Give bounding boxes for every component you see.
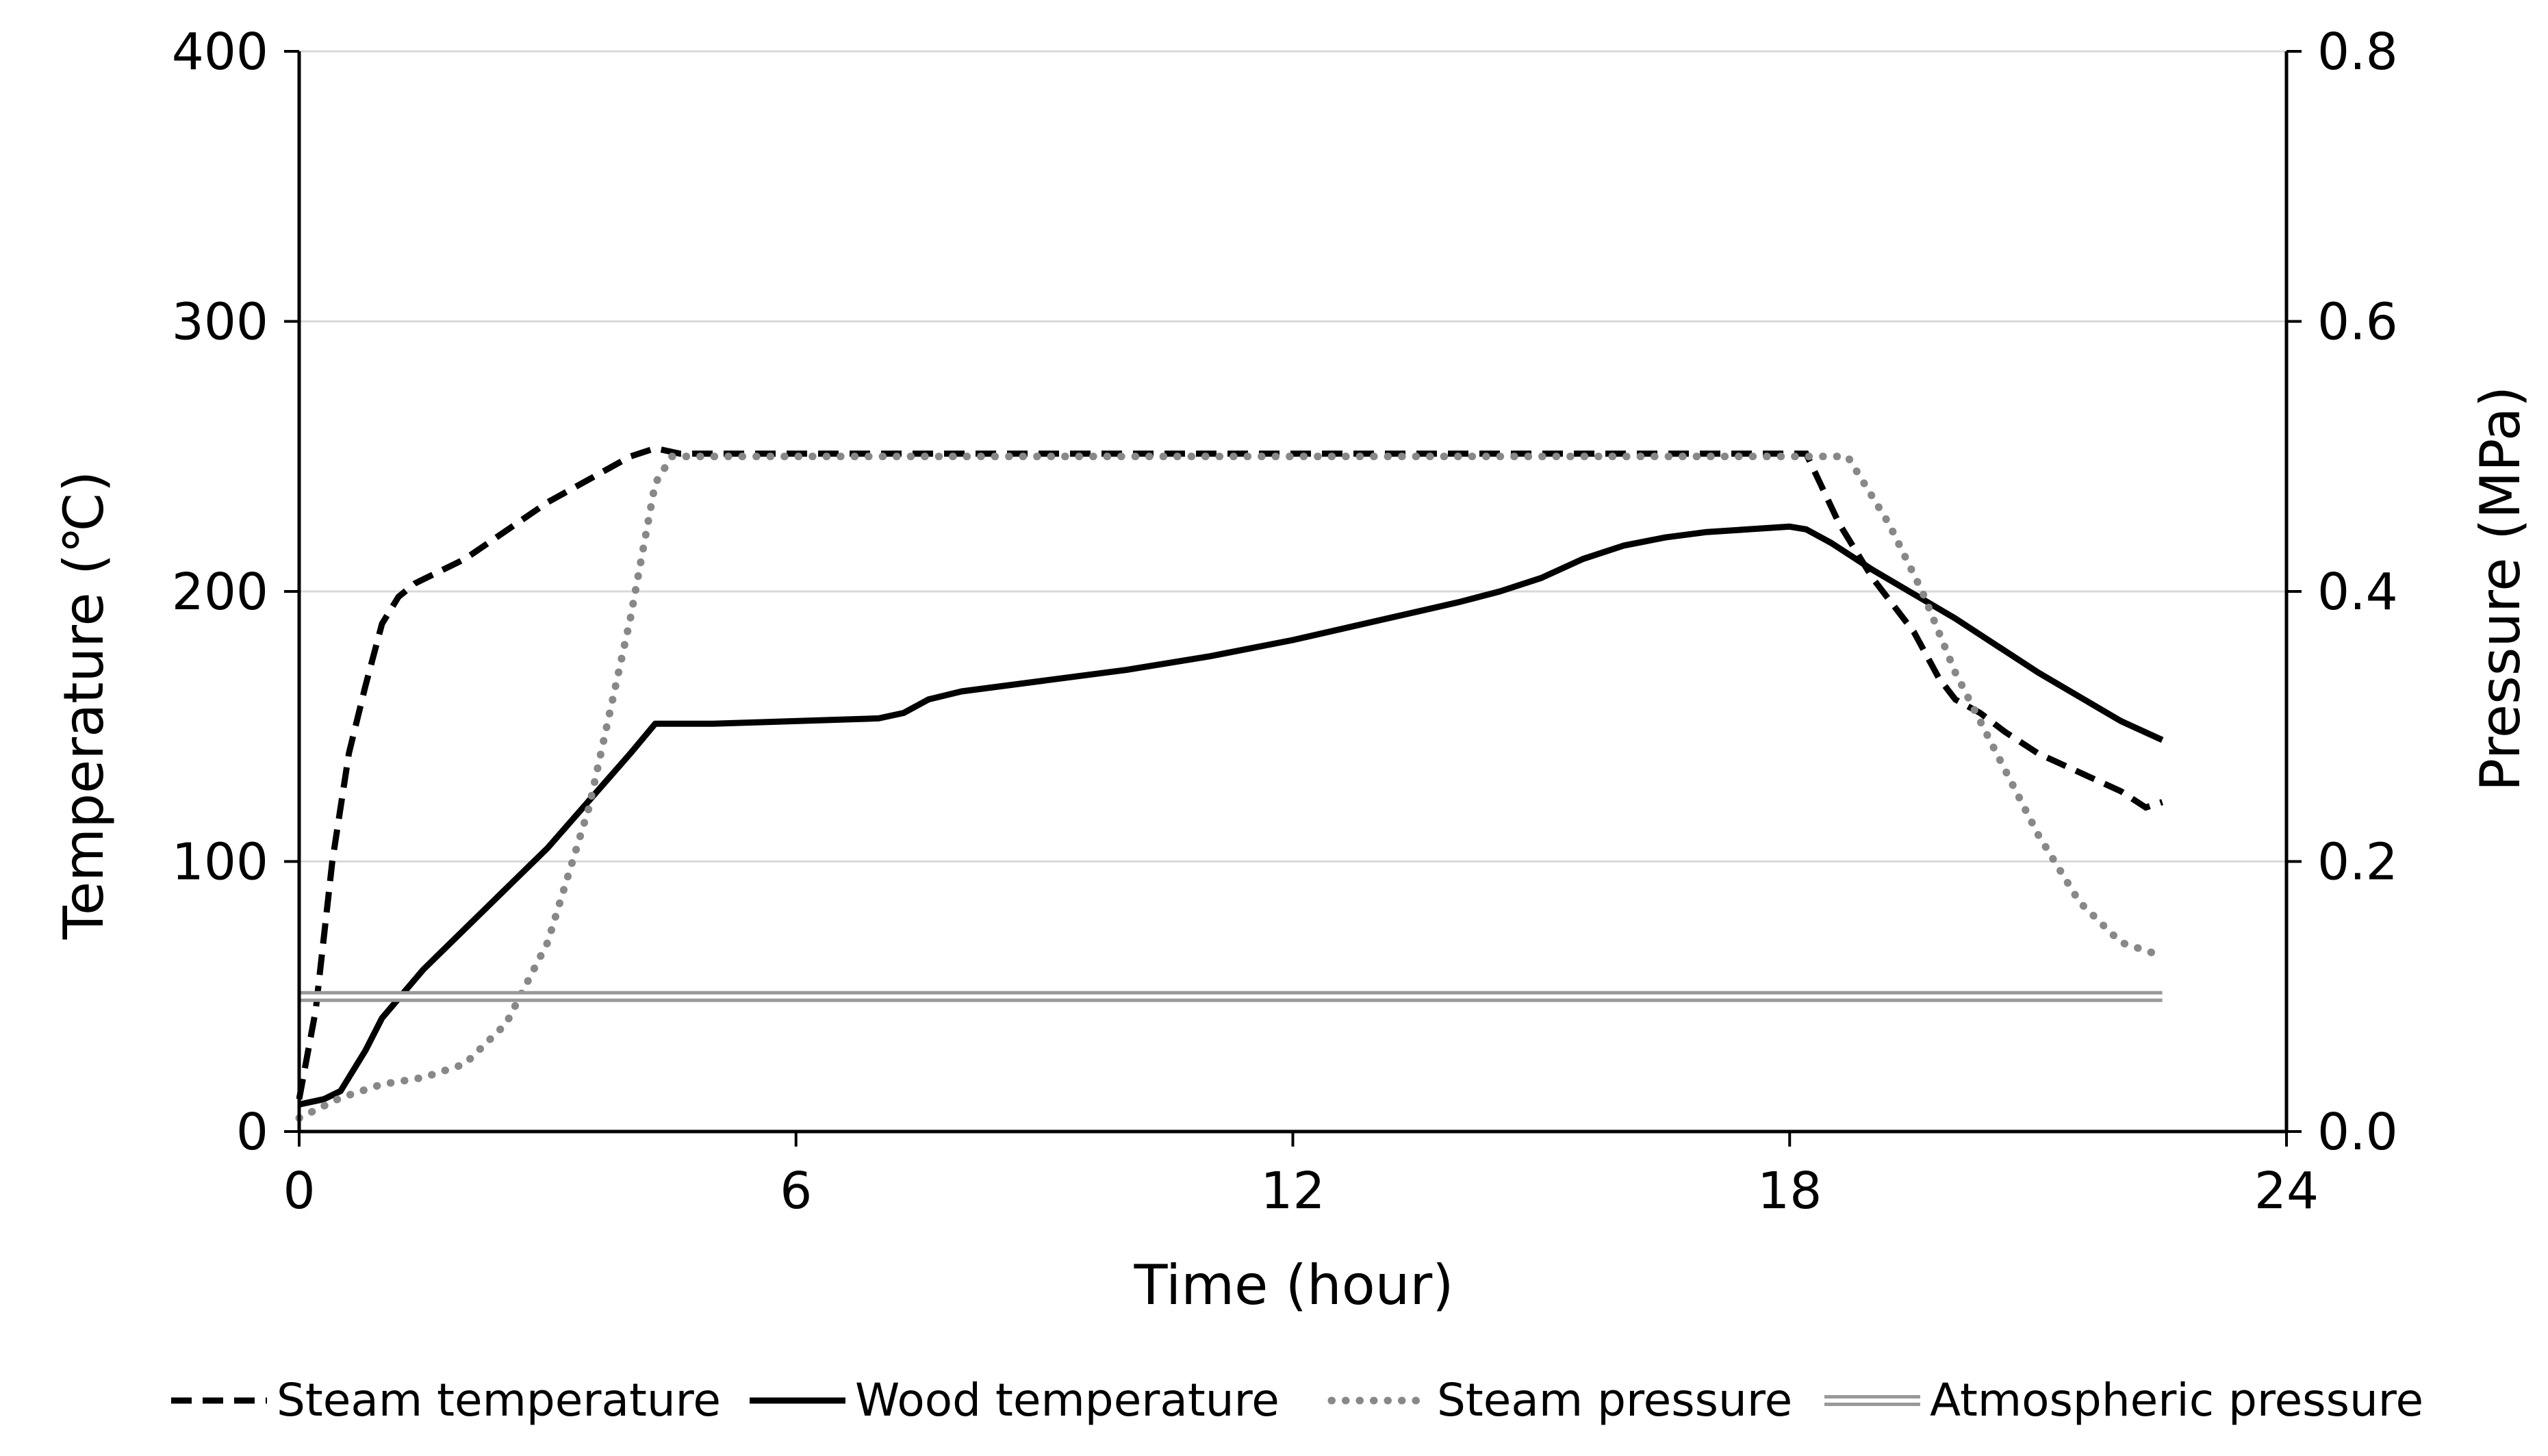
y-left-tick-label: 400 xyxy=(172,23,268,81)
legend-label: Atmospheric pressure xyxy=(1930,1374,2423,1427)
x-tick-label: 6 xyxy=(780,1162,812,1221)
y-right-tick-label: 0.0 xyxy=(2317,1103,2398,1162)
y-left-tick-label: 100 xyxy=(172,833,268,892)
steam-pressure-line xyxy=(295,452,2167,1122)
y-left-tick-label: 300 xyxy=(172,293,268,352)
x-tick-label: 12 xyxy=(1260,1162,1325,1221)
ticks: 0 100 200 300 400 0.0 0.2 0.4 0.6 0.8 0 6 12 18 24 xyxy=(172,23,2398,1221)
wood-temperature-line xyxy=(298,523,2164,1108)
legend-label: Steam pressure xyxy=(1437,1374,1792,1427)
y-left-tick-label: 200 xyxy=(172,563,268,622)
steam-temperature-line xyxy=(296,445,2163,1100)
y-axis-left-title: Temperature (℃) xyxy=(52,471,116,940)
y-right-tick-label: 0.4 xyxy=(2317,563,2398,622)
y-left-tick-label: 0 xyxy=(236,1103,268,1162)
legend: Steam temperature Wood temperature Steam p… xyxy=(171,1374,2423,1427)
legend-label: Wood temperature xyxy=(855,1374,1279,1427)
x-axis-title: Time (hour) xyxy=(1134,1253,1454,1317)
x-tick-label: 0 xyxy=(283,1162,315,1221)
legend-item: Wood temperature xyxy=(750,1374,1279,1427)
y-right-tick-label: 0.8 xyxy=(2317,23,2398,81)
series-layer xyxy=(295,445,2167,1122)
legend-item: Steam pressure xyxy=(1327,1374,1792,1427)
grid xyxy=(299,50,2286,863)
y-right-tick-label: 0.2 xyxy=(2317,833,2398,892)
y-right-tick-label: 0.6 xyxy=(2317,293,2398,352)
legend-label: Steam temperature xyxy=(277,1374,721,1427)
x-tick-label: 24 xyxy=(2254,1162,2319,1221)
legend-item: Steam temperature xyxy=(171,1374,721,1427)
x-tick-label: 18 xyxy=(1757,1162,1822,1221)
legend-item: Atmospheric pressure xyxy=(1824,1374,2423,1427)
y-axis-right-title: Pressure (MPa) xyxy=(2469,386,2532,791)
